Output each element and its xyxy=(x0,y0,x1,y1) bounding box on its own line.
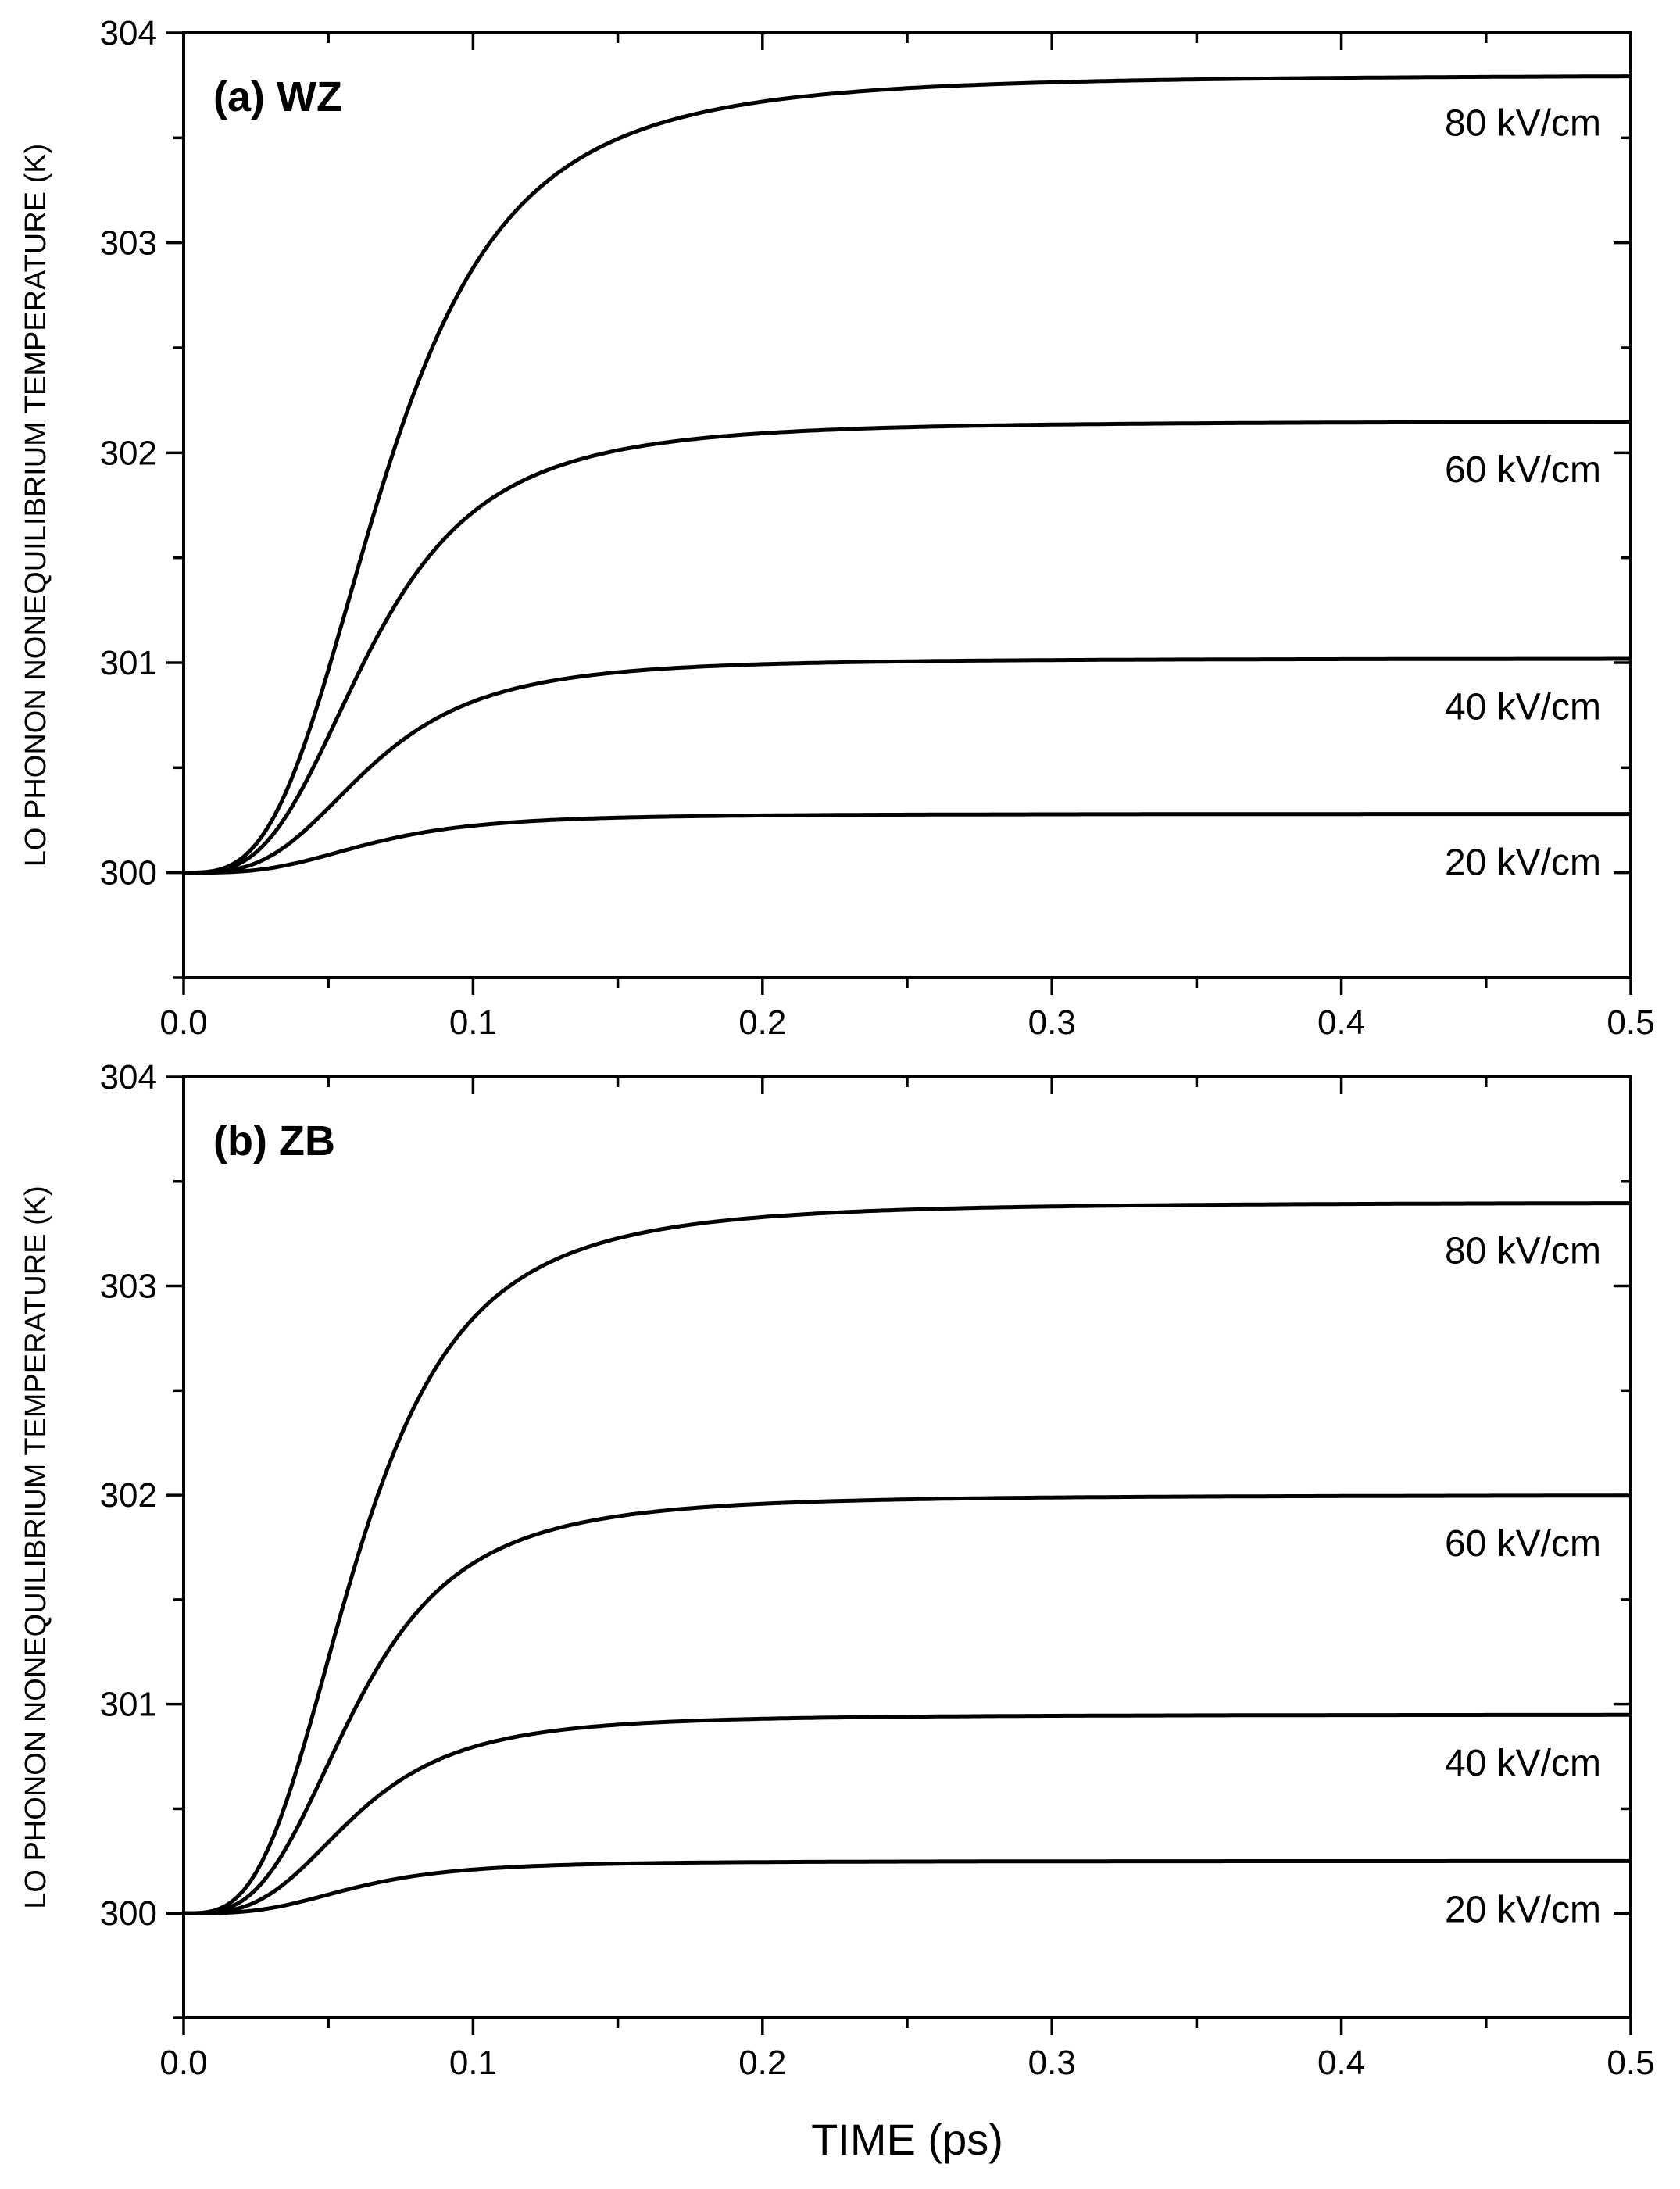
y-tick-label: 301 xyxy=(100,644,157,682)
x-tick-label: 0.1 xyxy=(449,2044,497,2082)
series-line-60-kV-cm xyxy=(184,420,1631,875)
series-line-80-kV-cm xyxy=(184,74,1631,875)
y-tick-label: 303 xyxy=(100,224,157,263)
series-line-80-kV-cm xyxy=(184,1201,1631,1915)
x-tick-label: 0.5 xyxy=(1607,2044,1654,2082)
x-axis-title: TIME (ps) xyxy=(811,2115,1003,2164)
series-label: 80 kV/cm xyxy=(1445,1231,1601,1272)
x-tick-label: 0.0 xyxy=(159,2044,207,2082)
y-axis-title: LO PHONON NONEQUILIBRIUM TEMPERATURE (K) xyxy=(20,144,52,867)
y-tick-label: 301 xyxy=(100,1686,157,1724)
series-label: 60 kV/cm xyxy=(1445,1523,1601,1565)
series-label: 20 kV/cm xyxy=(1445,1889,1601,1930)
x-tick-label: 0.3 xyxy=(1028,2044,1076,2082)
y-tick-label: 302 xyxy=(100,1476,157,1515)
y-tick-label: 304 xyxy=(100,14,157,52)
x-tick-label: 0.1 xyxy=(449,1003,497,1042)
x-tick-label: 0.5 xyxy=(1607,1003,1654,1042)
series-label: 20 kV/cm xyxy=(1445,842,1601,883)
x-tick-label: 0.2 xyxy=(738,1003,786,1042)
y-tick-label: 300 xyxy=(100,1894,157,1933)
series-line-40-kV-cm xyxy=(184,656,1631,875)
series-line-20-kV-cm xyxy=(184,812,1632,875)
series-line-60-kV-cm xyxy=(184,1493,1631,1915)
chart-panel-a: 0.0 0.1 0.2 0.3 0.4 0.5 300 301 302 303 304 LO PHON… xyxy=(20,14,1655,1042)
series-line-40-kV-cm xyxy=(184,1712,1631,1915)
chart-panel-b: 0.0 0.1 0.2 0.3 0.4 0.5 300 301 302 303 304 LO PHON… xyxy=(20,1058,1655,2164)
y-tick-label: 304 xyxy=(100,1058,157,1096)
y-tick-label: 300 xyxy=(100,854,157,892)
y-axis-title: LO PHONON NONEQUILIBRIUM TEMPERATURE (K) xyxy=(20,1186,52,1908)
x-tick-label: 0.4 xyxy=(1317,1003,1365,1042)
x-tick-label: 0.2 xyxy=(738,2044,786,2082)
series-label: 40 kV/cm xyxy=(1445,1743,1601,1784)
series-label: 80 kV/cm xyxy=(1445,103,1601,145)
series-line-20-kV-cm xyxy=(184,1858,1631,1915)
panel-title: (a) WZ xyxy=(213,73,342,120)
series-label: 40 kV/cm xyxy=(1445,687,1601,728)
x-tick-label: 0.4 xyxy=(1317,2044,1365,2082)
x-tick-label: 0.0 xyxy=(159,1003,207,1042)
panel-title: (b) ZB xyxy=(213,1118,335,1164)
series-label: 60 kV/cm xyxy=(1445,449,1601,491)
y-tick-label: 302 xyxy=(100,434,157,472)
y-tick-label: 303 xyxy=(100,1268,157,1306)
x-tick-label: 0.3 xyxy=(1028,1003,1076,1042)
